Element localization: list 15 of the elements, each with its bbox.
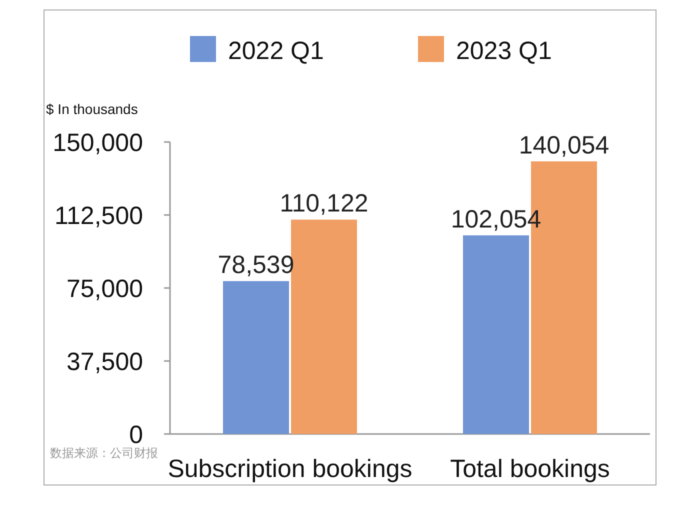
x-tick-label: Total bookings — [450, 455, 610, 483]
source-note: 数据来源：公司财报 — [50, 446, 158, 460]
y-tick-label: 112,500 — [54, 202, 143, 230]
y-tick-label: 37,500 — [66, 348, 143, 376]
y-tick-label: 150,000 — [52, 129, 143, 157]
y-tick-label: 75,000 — [66, 275, 143, 303]
legend-label: 2023 Q1 — [456, 37, 552, 65]
y-axis-title: $ In thousands — [46, 101, 138, 117]
y-tick-label: 0 — [129, 421, 143, 449]
text: 140,054 — [518, 131, 610, 160]
bar — [223, 281, 289, 434]
text: 110,122 — [280, 190, 368, 218]
legend-label: 2022 Q1 — [228, 37, 324, 65]
bar — [463, 235, 529, 434]
x-tick-label: Subscription bookings — [168, 455, 412, 483]
